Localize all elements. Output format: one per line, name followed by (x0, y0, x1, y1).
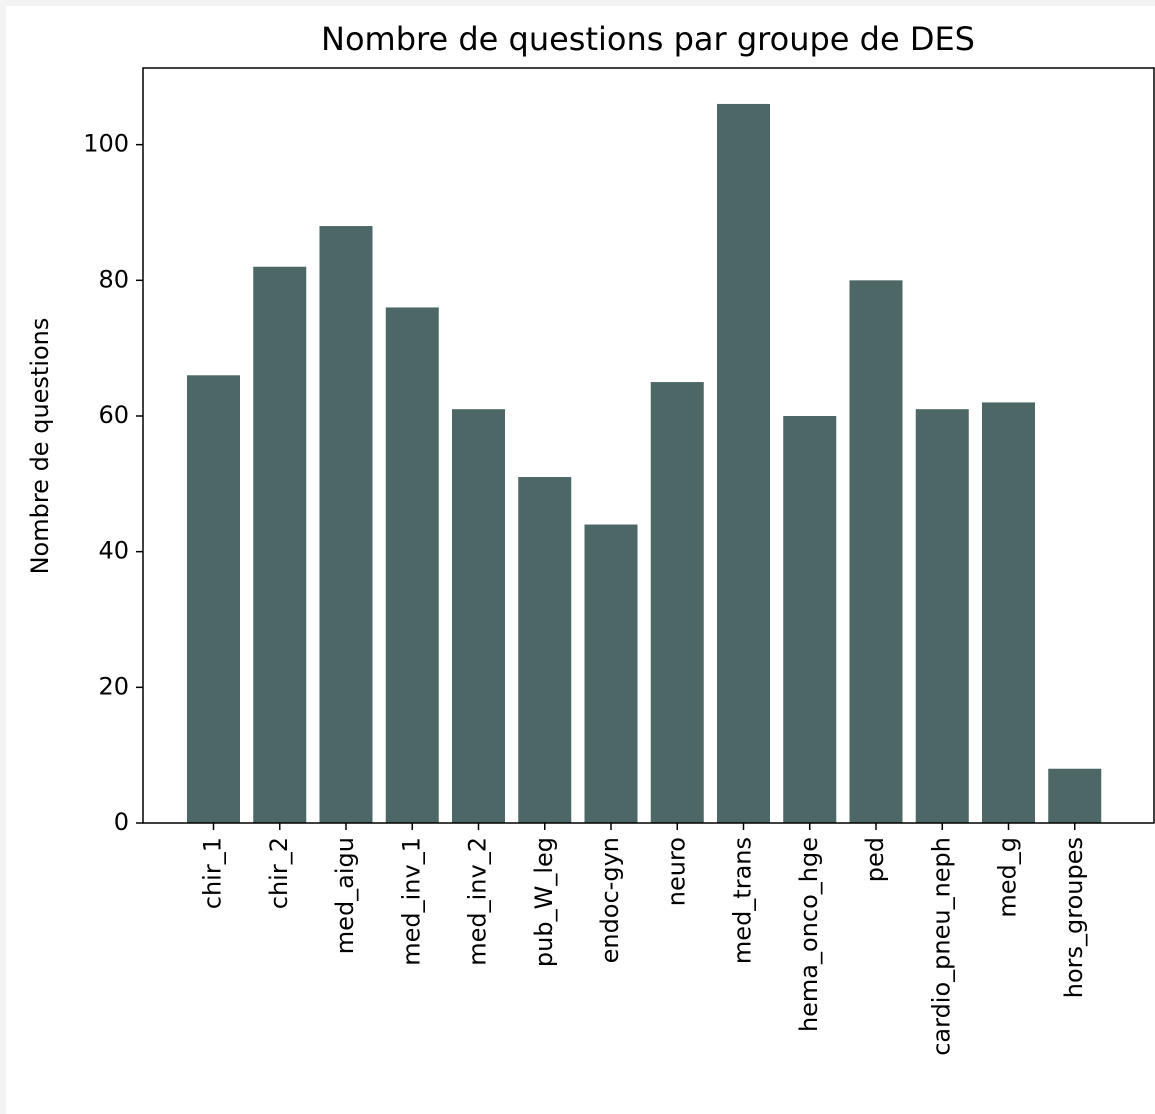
bar-hema-onco-hge (783, 415, 837, 823)
y-tick-label: 40 (98, 537, 129, 565)
x-tick-label: chir_2 (265, 837, 293, 909)
bar-ped (849, 280, 903, 823)
y-tick-label: 60 (98, 401, 129, 429)
bar-med-trans (717, 103, 770, 823)
x-tick-label: pub_W_leg (530, 837, 558, 967)
x-tick-label: neuro (662, 837, 690, 906)
x-tick-label: med_aigu (331, 837, 359, 954)
bar-med-aigu (319, 226, 373, 824)
x-tick-label: cardio_pneu_neph (927, 837, 955, 1056)
bar-cardio-pneu-neph (915, 409, 969, 823)
y-tick-label: 100 (83, 130, 129, 158)
bar-chir-2 (253, 266, 307, 823)
x-tick-label: chir_1 (199, 837, 227, 909)
y-tick-label: 80 (98, 265, 129, 293)
bar-neuro (650, 382, 704, 823)
x-tick-label: hema_onco_hge (795, 837, 823, 1032)
bar-hors-groupes (1048, 768, 1102, 823)
plot-area-frame (142, 67, 1155, 824)
bar-med-g (982, 402, 1035, 823)
bar-endoc-gyn (584, 524, 638, 823)
bar-med-inv-1 (385, 307, 439, 824)
y-ticks-group: 0 20 40 60 80 100 (83, 130, 143, 836)
x-tick-label: hors_groupes (1060, 837, 1088, 998)
y-tick-label: 0 (114, 808, 129, 836)
y-tick-label: 20 (98, 672, 129, 700)
x-ticks-group: chir_1 chir_2 med_aigu med_inv_1 med_inv_2 pu… (199, 823, 1088, 1056)
x-tick-label: med_inv_1 (397, 837, 425, 966)
x-tick-label: med_inv_2 (464, 837, 492, 966)
bars-group (187, 103, 1102, 824)
x-tick-label: med_trans (729, 837, 757, 964)
bar-chir-1 (187, 375, 240, 823)
x-tick-label: ped (861, 837, 889, 882)
x-tick-label: endoc-gyn (596, 837, 624, 963)
chart-title: Nombre de questions par groupe de DES (321, 20, 975, 58)
bar-med-inv-2 (452, 409, 505, 823)
y-axis-label: Nombre de questions (26, 318, 54, 575)
x-tick-label: med_g (994, 837, 1022, 918)
bar-pub-w-leg (518, 477, 572, 823)
